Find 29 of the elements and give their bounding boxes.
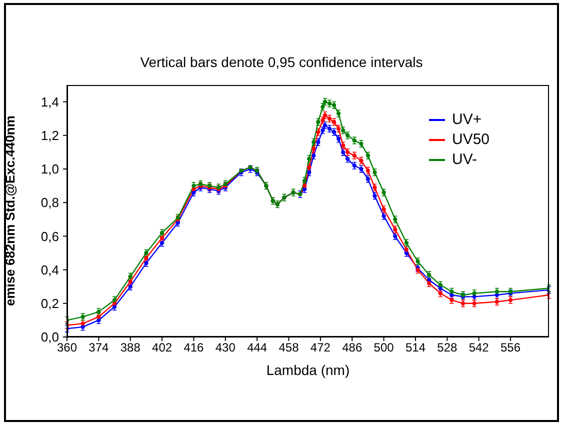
y-tick-label: 1,0 [40,162,59,177]
legend-label: UV+ [452,110,482,130]
x-tick-label: 542 [468,340,490,355]
x-tick-label: 472 [310,340,331,355]
x-tick-label: 374 [88,340,110,355]
x-tick-label: 430 [215,340,236,355]
chart-title: Vertical bars denote 0,95 confidence intervals [139,54,424,70]
y-tick-label: 1,4 [40,94,59,110]
x-tick-label: 388 [120,340,141,355]
x-tick-label: 486 [342,340,362,355]
y-axis-title: emise 682nm Std.@Exc.440nm [2,116,18,306]
y-tick-label: 0,6 [40,228,59,244]
x-tick-label: 500 [374,340,394,355]
y-tick-label: 0,8 [40,195,59,210]
y-tick-label: 0,0 [40,330,59,345]
x-tick-label: 360 [56,340,78,355]
legend-label: UV50 [452,130,490,150]
x-tick-label: 416 [184,340,204,355]
x-axis-title: Lambda (nm) [266,362,350,378]
y-tick-label: 0,4 [40,262,59,278]
x-tick-label: 402 [152,340,172,355]
x-tick-label: 556 [500,340,521,355]
x-tick-label: 514 [405,340,426,355]
x-tick-label: 528 [437,340,458,355]
x-tick-label: 444 [247,340,268,355]
y-tick-label: 1,2 [40,128,59,144]
x-tick-label: 458 [278,340,300,355]
y-tick-label: 0,2 [40,296,59,312]
legend-label: UV- [452,150,478,170]
